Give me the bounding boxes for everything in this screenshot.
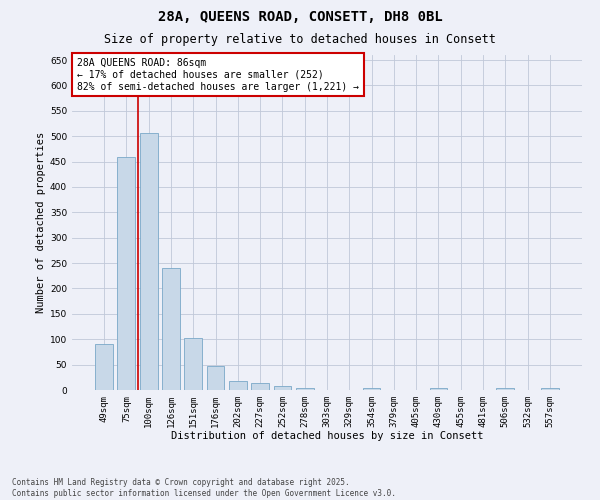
Bar	[140, 132, 158, 390]
Text: Size of property relative to detached houses in Consett: Size of property relative to detached ho…	[104, 32, 496, 46]
Bar	[541, 388, 559, 390]
Bar	[251, 383, 269, 390]
Bar	[229, 381, 247, 390]
Bar	[430, 388, 448, 390]
Bar	[362, 388, 380, 390]
Bar	[184, 338, 202, 390]
Text: 28A QUEENS ROAD: 86sqm
← 17% of detached houses are smaller (252)
82% of semi-de: 28A QUEENS ROAD: 86sqm ← 17% of detached…	[77, 58, 359, 92]
Y-axis label: Number of detached properties: Number of detached properties	[36, 132, 46, 313]
X-axis label: Distribution of detached houses by size in Consett: Distribution of detached houses by size …	[171, 432, 483, 442]
Text: Contains HM Land Registry data © Crown copyright and database right 2025.
Contai: Contains HM Land Registry data © Crown c…	[12, 478, 396, 498]
Bar	[95, 344, 113, 390]
Bar	[496, 388, 514, 390]
Text: 28A, QUEENS ROAD, CONSETT, DH8 0BL: 28A, QUEENS ROAD, CONSETT, DH8 0BL	[158, 10, 442, 24]
Bar	[118, 156, 136, 390]
Bar	[296, 388, 314, 390]
Bar	[274, 386, 292, 390]
Bar	[162, 268, 180, 390]
Bar	[206, 366, 224, 390]
